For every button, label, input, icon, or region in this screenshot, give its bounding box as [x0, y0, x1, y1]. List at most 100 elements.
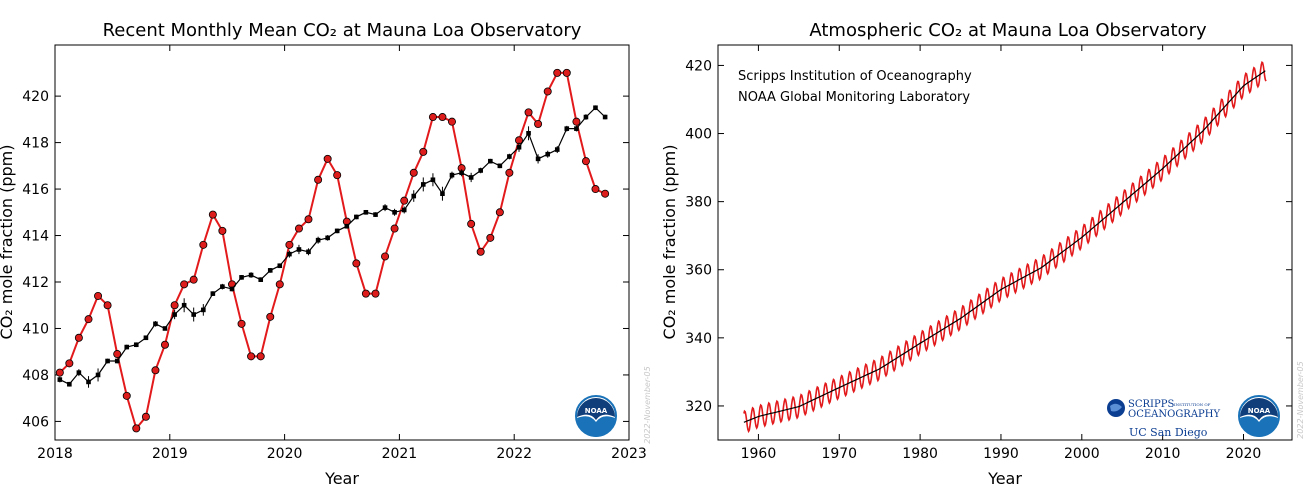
monthly-mean-point [572, 117, 581, 126]
monthly-mean-point [428, 113, 437, 122]
trend-point [143, 335, 149, 341]
trend-point [449, 172, 455, 178]
trend-point [574, 126, 579, 131]
monthly-mean-point [534, 120, 543, 129]
monthly-mean-point [208, 210, 217, 219]
trend-point [86, 379, 91, 385]
trend-point [526, 130, 531, 136]
right-ticks: 1960 1970 1980 1990 2000 2010 2020 320 340 360 380… [685, 45, 1292, 462]
trend-point [306, 249, 311, 255]
right-y-axis-label: CO₂ mole fraction (ppm) [660, 145, 679, 340]
trend-point [220, 284, 225, 289]
monthly-mean-point [55, 368, 64, 377]
monthly-mean-point [381, 252, 390, 261]
x-tick-label: 2000 [1064, 446, 1100, 462]
monthly-mean-point [275, 280, 284, 289]
trend-point [172, 312, 177, 317]
right-series [743, 61, 1267, 434]
left-plot-frame [54, 44, 630, 441]
monthly-mean-point [601, 189, 610, 198]
noaa-logo-text: NOAA [585, 407, 608, 415]
trend-point [488, 158, 493, 164]
trend-point [267, 268, 273, 273]
x-tick-label: 2010 [1145, 446, 1181, 462]
left-chart-title: Recent Monthly Mean CO₂ at Mauna Loa Obs… [103, 20, 582, 41]
trend-point [248, 272, 254, 278]
y-tick-label: 340 [685, 331, 712, 347]
monthly-mean-point [495, 208, 504, 217]
trend-point [153, 321, 158, 327]
monthly-mean-point [237, 319, 246, 328]
y-tick-label: 418 [22, 136, 49, 152]
monthly-mean-point [505, 168, 514, 177]
monthly-mean-point [266, 312, 275, 321]
monthly-mean-point [476, 247, 485, 256]
monthly-mean-point [132, 424, 141, 433]
monthly-mean-point [74, 333, 83, 342]
monthly-mean-point [419, 147, 428, 156]
trend-point [210, 291, 216, 296]
trend-point [363, 209, 369, 215]
trend-point [133, 342, 139, 348]
monthly-mean-point [199, 240, 208, 249]
monthly-mean-point [591, 185, 600, 194]
monthly-mean-point [247, 352, 256, 361]
trend-point [277, 263, 283, 269]
trend-point [114, 358, 120, 364]
trend-point [344, 223, 350, 229]
monthly-mean-point [304, 215, 313, 224]
trend-point [315, 237, 321, 243]
monthly-mean-point [218, 226, 227, 235]
trend-point [564, 126, 570, 131]
y-tick-label: 420 [22, 89, 49, 105]
monthly-mean-point [294, 224, 303, 233]
monthly-mean-point [361, 289, 370, 298]
trend-point [201, 307, 206, 313]
trend-point [554, 147, 560, 152]
right-chart-title: Atmospheric CO₂ at Mauna Loa Observatory [809, 20, 1207, 41]
trend-point [181, 302, 187, 308]
trend-point [191, 312, 196, 317]
trend-point [411, 193, 417, 199]
trend-point [382, 205, 388, 210]
monthly-mean-point [390, 224, 399, 233]
monthly-mean-point [189, 275, 198, 284]
x-tick-label: 2023 [611, 446, 647, 462]
monthly-mean-point [352, 259, 361, 268]
monthly-mean-point [562, 68, 571, 77]
right-chart: Atmospheric CO₂ at Mauna Loa Observatory… [660, 20, 1305, 488]
inset-label-scripps: Scripps Institution of Oceanography [738, 69, 972, 84]
y-tick-label: 400 [685, 127, 712, 143]
monthly-mean-point [170, 301, 179, 310]
left-chart: Recent Monthly Mean CO₂ at Mauna Loa Obs… [0, 20, 652, 488]
trend-point [468, 175, 474, 180]
trend-point [430, 177, 436, 183]
trend-point [229, 286, 235, 292]
monthly-mean-point [467, 219, 476, 228]
monthly-mean-point [103, 301, 112, 310]
x-tick-label: 1990 [983, 446, 1019, 462]
x-tick-label: 2018 [37, 446, 73, 462]
trend-point [401, 207, 407, 213]
monthly-mean-point [84, 315, 93, 324]
monthly-mean-point [94, 291, 103, 300]
monthly-mean-point [122, 391, 131, 400]
left-y-axis-label: CO₂ mole fraction (ppm) [0, 145, 16, 340]
monthly-mean-point [524, 108, 533, 117]
scripps-logo: SCRIPPS INSTITUTION OF OCEANOGRAPHY UC S… [1107, 399, 1221, 439]
x-tick-label: 2019 [152, 446, 188, 462]
trend-point [420, 182, 426, 187]
trend-point [507, 154, 512, 159]
noaa-logo-left: NOAA [575, 395, 617, 437]
trend-line [743, 70, 1266, 423]
monthly-mean-point [447, 117, 456, 126]
y-tick-label: 320 [685, 399, 712, 415]
y-tick-label: 412 [22, 275, 49, 291]
y-tick-label: 414 [22, 229, 49, 245]
trend-point [478, 168, 483, 173]
monthly-mean-point [553, 68, 562, 77]
inset-label-noaa: NOAA Global Monitoring Laboratory [738, 90, 970, 105]
monthly-mean-line [743, 61, 1267, 434]
y-tick-label: 360 [685, 263, 712, 279]
